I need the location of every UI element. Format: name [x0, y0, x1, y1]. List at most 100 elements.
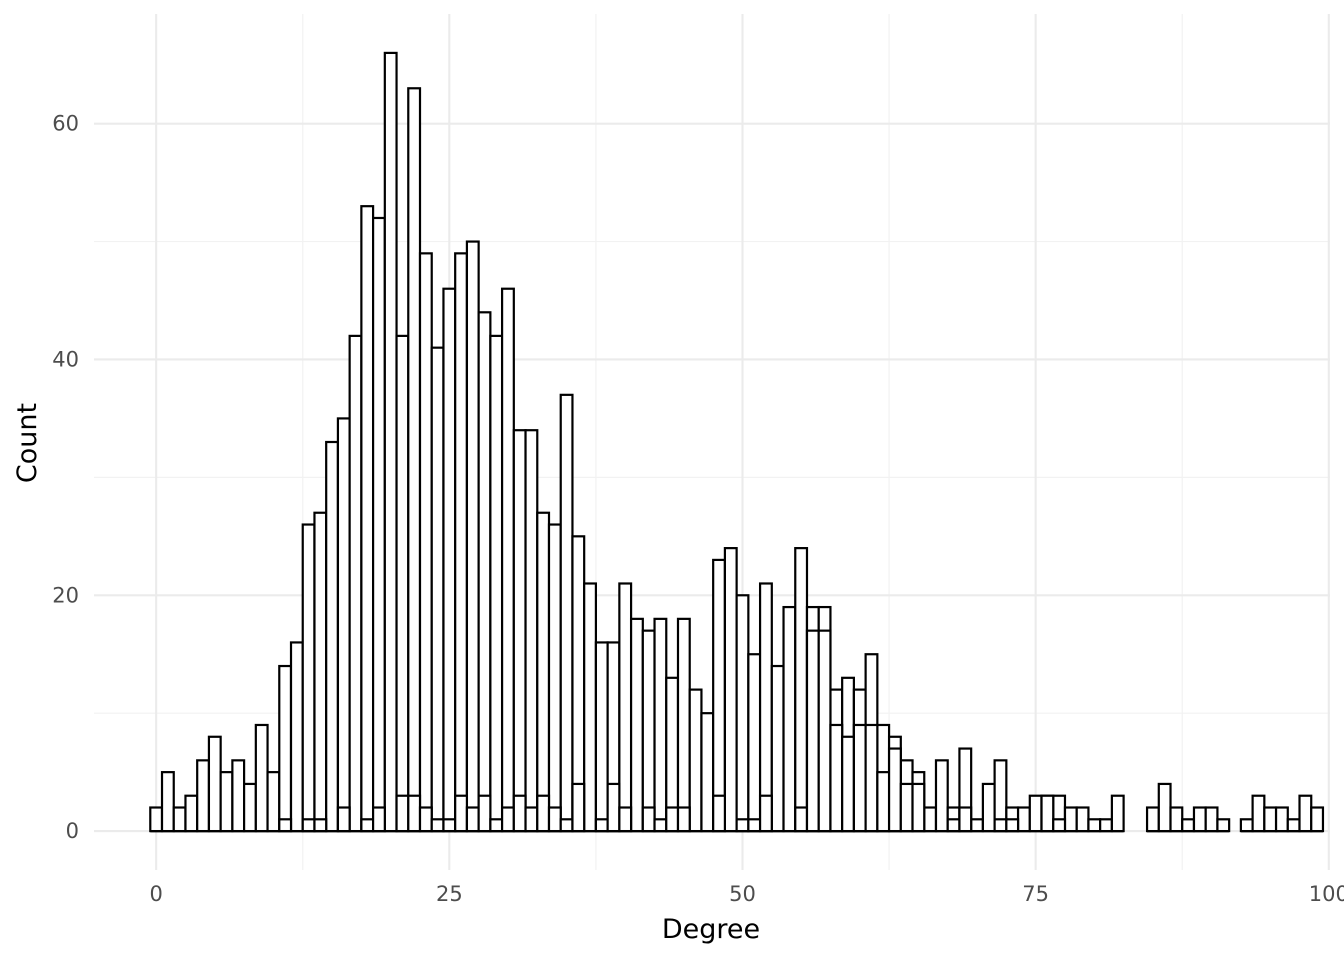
x-tick-label: 50 — [729, 882, 756, 906]
histogram-bar-s1 — [1286, 818, 1301, 833]
histogram-bar-s1 — [641, 629, 656, 833]
histogram-bar-s1 — [207, 735, 222, 833]
histogram-bar-s1 — [243, 782, 257, 833]
histogram-bar-s2 — [395, 794, 410, 833]
histogram-bar-s1 — [1310, 806, 1325, 833]
histogram-bar-s2 — [571, 782, 586, 833]
histogram-bar-s2 — [841, 735, 855, 833]
y-tick-label: 60 — [52, 112, 79, 136]
histogram-bar-s2 — [665, 806, 680, 833]
histogram-bar-s2 — [735, 818, 750, 833]
histogram-bar-s1 — [500, 287, 515, 833]
histogram-bars — [149, 51, 1325, 833]
histogram-bar-s2 — [465, 806, 480, 833]
histogram-bar-s2 — [712, 794, 726, 833]
histogram-bar-s1 — [407, 87, 422, 833]
histogram-bar-s1 — [723, 547, 738, 833]
histogram-bar-s2 — [477, 794, 492, 833]
histogram-bar-s1 — [254, 723, 269, 833]
histogram-bar-s2 — [676, 806, 691, 833]
histogram-bar-s1 — [712, 558, 726, 833]
histogram-bar-s2 — [794, 806, 809, 833]
histogram-bar-s1 — [1239, 818, 1254, 833]
histogram-bar-s1 — [583, 582, 598, 833]
histogram-bar-s2 — [829, 723, 844, 833]
histogram-bar-s2 — [758, 794, 773, 833]
histogram-bar-s1 — [653, 617, 668, 833]
x-tick-label: 25 — [436, 882, 463, 906]
histogram-bar-s1 — [1016, 806, 1031, 833]
histogram-bar-s1 — [1204, 806, 1219, 833]
histogram-bar-s1 — [172, 806, 187, 833]
histogram-bar-s1 — [160, 771, 175, 833]
histogram-bar-s2 — [524, 806, 539, 833]
histogram-bar-s2 — [887, 747, 902, 833]
y-tick-label: 40 — [52, 347, 79, 371]
histogram-bar-s1 — [371, 216, 386, 833]
histogram-bar-s1 — [231, 759, 246, 833]
histogram-bar-s2 — [278, 818, 293, 833]
histogram-bar-s1 — [1263, 806, 1278, 833]
histogram-bar-s1 — [735, 594, 750, 833]
x-tick-label: 75 — [1022, 882, 1049, 906]
y-tick-label: 20 — [52, 583, 79, 607]
histogram-bar-s1 — [278, 664, 293, 833]
histogram-bar-s2 — [1040, 794, 1055, 833]
histogram-bar-s2 — [500, 806, 515, 833]
x-tick-label: 100 — [1309, 882, 1344, 906]
histogram-bar-s2 — [489, 818, 504, 833]
histogram-bar-s2 — [958, 806, 973, 833]
histogram-bar-s2 — [336, 806, 351, 833]
histogram-bar-s2 — [442, 818, 457, 833]
histogram-bar-s1 — [618, 582, 633, 833]
histogram-bar-s1 — [770, 664, 785, 833]
histogram-bar-s2 — [360, 818, 375, 833]
histogram-bar-s1 — [512, 429, 527, 833]
histogram-bar-s2 — [313, 818, 328, 833]
histogram-bar-s1 — [430, 346, 445, 833]
histogram-bar-s1 — [559, 393, 574, 833]
histogram-bar-s2 — [547, 806, 562, 833]
histogram-bar-s1 — [360, 205, 375, 833]
histogram-bar-s1 — [1157, 782, 1172, 833]
histogram-bar-s1 — [536, 511, 551, 833]
histogram-bar-s1 — [1028, 794, 1043, 833]
histogram-bar-s2 — [1052, 818, 1067, 833]
histogram-bar-s1 — [313, 511, 328, 833]
histogram-bar-s2 — [946, 818, 961, 833]
histogram-bar-s1 — [1099, 818, 1113, 833]
histogram-bar-s2 — [817, 629, 832, 833]
histogram-bar-s2 — [301, 818, 316, 833]
histogram-bar-s2 — [641, 806, 656, 833]
histogram-bar-s1 — [1216, 818, 1231, 833]
histogram-bar-s1 — [266, 771, 281, 833]
histogram-bar-s1 — [1110, 794, 1125, 833]
x-tick-label: 0 — [149, 882, 162, 906]
histogram-bar-s2 — [559, 818, 574, 833]
histogram-bar-s2 — [852, 723, 867, 833]
histogram-bar-s1 — [325, 440, 340, 833]
tick-labels: 0 25 50 75 100 0 20 40 60 — [52, 112, 1344, 906]
histogram-bar-s2 — [606, 782, 621, 833]
histogram-bar-s1 — [184, 794, 199, 833]
histogram-bar-s2 — [618, 806, 633, 833]
histogram-bar-s1 — [289, 641, 304, 833]
histogram-bar-s1 — [1251, 794, 1266, 833]
histogram-bar-s2 — [430, 818, 445, 833]
histogram-bar-s1 — [688, 688, 703, 833]
histogram-bar-s2 — [653, 818, 668, 833]
histogram-bar-s2 — [899, 782, 914, 833]
histogram-bar-s1 — [489, 334, 504, 833]
histogram-bar-s1 — [1087, 818, 1102, 833]
histogram-bar-s1 — [1145, 806, 1160, 833]
histogram-bar-s2 — [512, 794, 527, 833]
histogram-bar-s1 — [348, 334, 363, 833]
histogram-bar-s1 — [1274, 806, 1289, 833]
histogram-bar-s1 — [149, 806, 164, 833]
histogram-bar-s2 — [747, 818, 762, 833]
histogram-bar-s2 — [1005, 818, 1020, 833]
histogram-bar-s2 — [864, 723, 879, 833]
histogram-bar-s1 — [442, 287, 457, 833]
histogram-bar-s2 — [594, 818, 609, 833]
